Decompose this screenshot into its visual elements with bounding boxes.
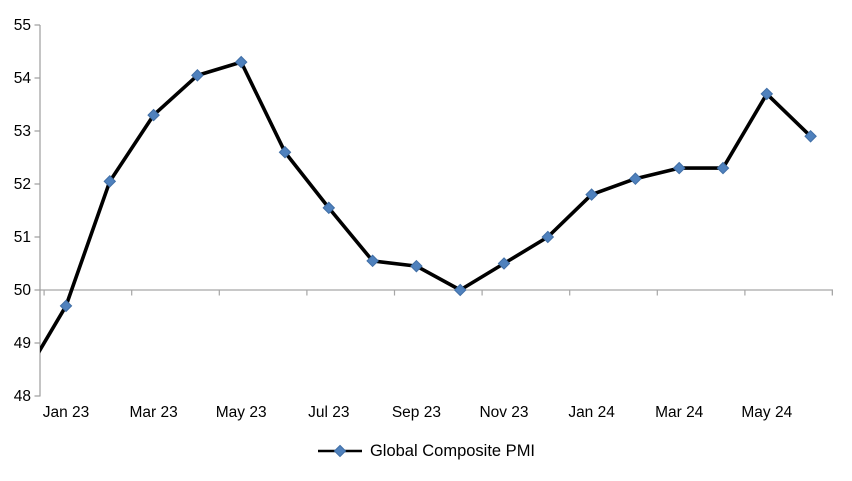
data-point-marker <box>322 201 336 215</box>
data-point-marker <box>804 129 817 143</box>
data-point-marker <box>410 259 423 273</box>
x-axis-tick-label: Jan 24 <box>568 404 615 421</box>
series-line-group <box>40 60 812 354</box>
data-point-marker <box>629 172 642 186</box>
x-axis-tick-label: Mar 23 <box>129 404 177 421</box>
data-point-marker <box>716 161 730 175</box>
pmi-series-line <box>40 60 812 354</box>
x-axis-tick-label: Mar 24 <box>655 404 704 421</box>
x-axis-tick-label: Nov 23 <box>479 404 528 421</box>
data-point-marker <box>278 145 292 159</box>
y-axis-tick-label: 50 <box>14 282 32 299</box>
data-point-marker <box>147 108 160 122</box>
y-axis-labels: 48 49 50 51 52 53 54 55 <box>14 17 32 405</box>
y-axis-tick-label: 54 <box>14 70 32 87</box>
data-point-marker <box>760 87 774 101</box>
x-axis-tick-label: May 24 <box>741 404 792 421</box>
y-axis-tick-label: 49 <box>14 335 31 352</box>
data-point-marker <box>541 230 555 244</box>
data-point-marker <box>585 188 598 201</box>
pmi-line-chart-plot: 48 49 50 51 52 53 54 55 Jan 23 Mar 23 May 23 Jul 2… <box>14 17 834 421</box>
y-axis-tick-label: 52 <box>14 176 31 193</box>
x-axis-tick-label: Jul 23 <box>308 404 349 421</box>
x-axis-ticks <box>43 290 834 296</box>
data-point-marker <box>672 161 686 175</box>
legend-label: Global Composite PMI <box>369 441 536 460</box>
data-point-marker <box>191 69 204 82</box>
legend-line-diamond-icon <box>317 444 362 458</box>
data-point-marker <box>103 175 117 188</box>
data-point-marker <box>59 299 73 313</box>
data-point-marker <box>453 283 467 297</box>
reference-line-50 <box>40 289 834 296</box>
y-axis-tick-label: 53 <box>14 123 31 140</box>
x-axis-tick-label: Sep 23 <box>392 404 441 421</box>
y-axis-tick-label: 48 <box>14 388 31 405</box>
legend: Global Composite PMI <box>0 439 852 463</box>
series-markers-group <box>59 55 817 313</box>
data-point-marker <box>497 257 511 270</box>
x-axis-tick-label: Jan 23 <box>43 404 90 421</box>
y-axis-tick-label: 55 <box>14 17 31 34</box>
y-axis <box>34 24 41 397</box>
data-point-marker <box>234 55 248 69</box>
x-axis-tick-label: May 23 <box>216 404 267 421</box>
y-axis-tick-label: 51 <box>14 229 31 246</box>
data-point-marker <box>366 254 379 268</box>
x-axis-labels: Jan 23 Mar 23 May 23 Jul 23 Sep 23 Nov 23 Jan … <box>43 404 793 421</box>
